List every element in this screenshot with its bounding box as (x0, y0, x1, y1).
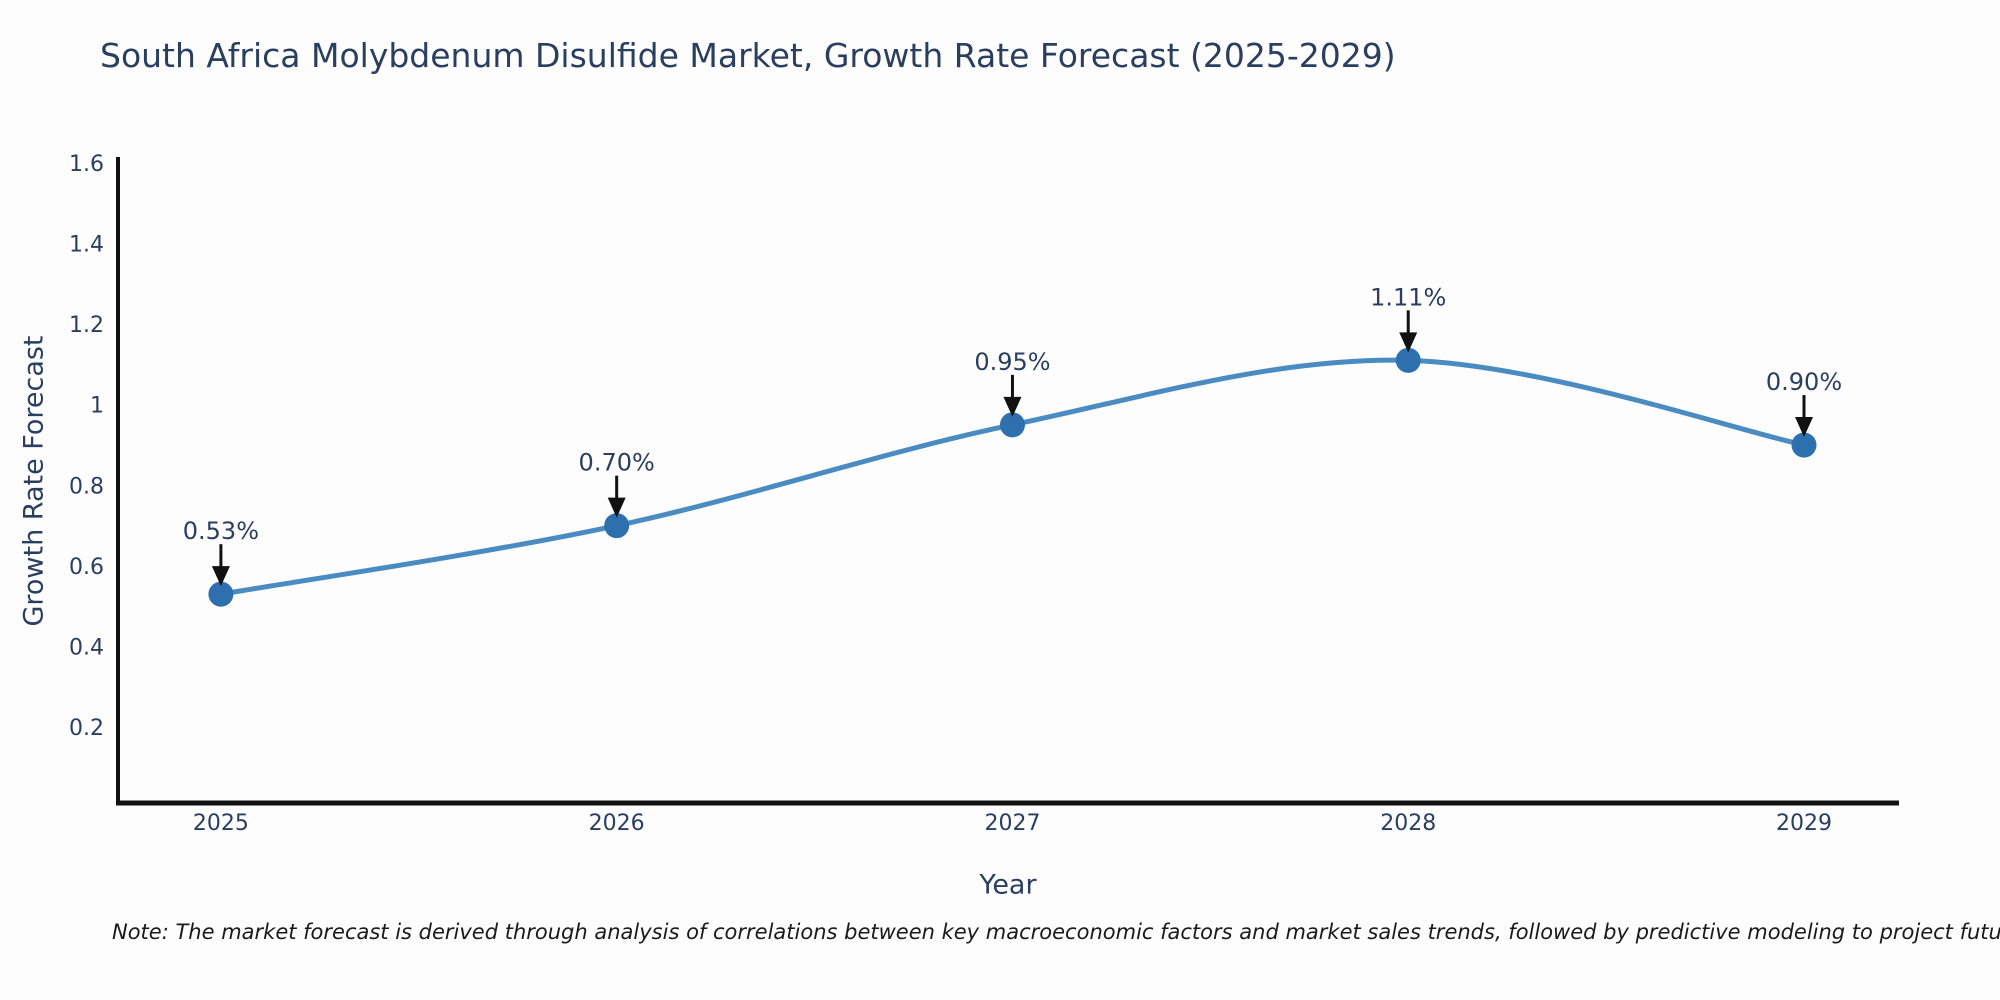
y-tick-label: 0.2 (69, 716, 104, 741)
y-tick-label: 0.6 (69, 555, 104, 580)
chart-title: South Africa Molybdenum Disulfide Market… (100, 36, 1396, 75)
annotation-arrowhead (211, 566, 230, 587)
annotation-label: 0.95% (974, 348, 1050, 376)
x-tick-label: 2026 (589, 811, 645, 836)
x-tick-label: 2029 (1776, 811, 1832, 836)
y-tick-label: 0.4 (69, 636, 104, 661)
annotation-label: 1.11% (1370, 283, 1446, 311)
data-point[interactable] (208, 581, 234, 607)
x-tick-label: 2028 (1380, 811, 1436, 836)
y-tick-label: 1.6 (69, 152, 104, 177)
annotation-label: 0.70% (579, 449, 655, 477)
annotation-arrowhead (1003, 396, 1022, 417)
y-tick-label: 1.2 (69, 313, 104, 338)
x-tick-label: 2027 (984, 811, 1040, 836)
annotation-arrowhead (1795, 417, 1814, 438)
data-point[interactable] (604, 513, 630, 539)
annotation-arrowhead (1399, 332, 1418, 353)
y-tick-label: 1 (90, 394, 104, 419)
y-tick-label: 0.8 (69, 474, 104, 499)
annotation-label: 0.53% (183, 517, 259, 545)
annotation-label: 0.90% (1766, 368, 1842, 396)
data-point[interactable] (1395, 347, 1421, 373)
annotation-arrowhead (607, 497, 626, 518)
footnote: Note: The market forecast is derived thr… (112, 920, 2000, 944)
x-axis-title: Year (979, 869, 1037, 901)
x-tick-label: 2025 (193, 811, 249, 836)
data-point[interactable] (1791, 432, 1817, 458)
y-tick-label: 1.4 (69, 232, 104, 257)
data-point[interactable] (999, 412, 1025, 438)
